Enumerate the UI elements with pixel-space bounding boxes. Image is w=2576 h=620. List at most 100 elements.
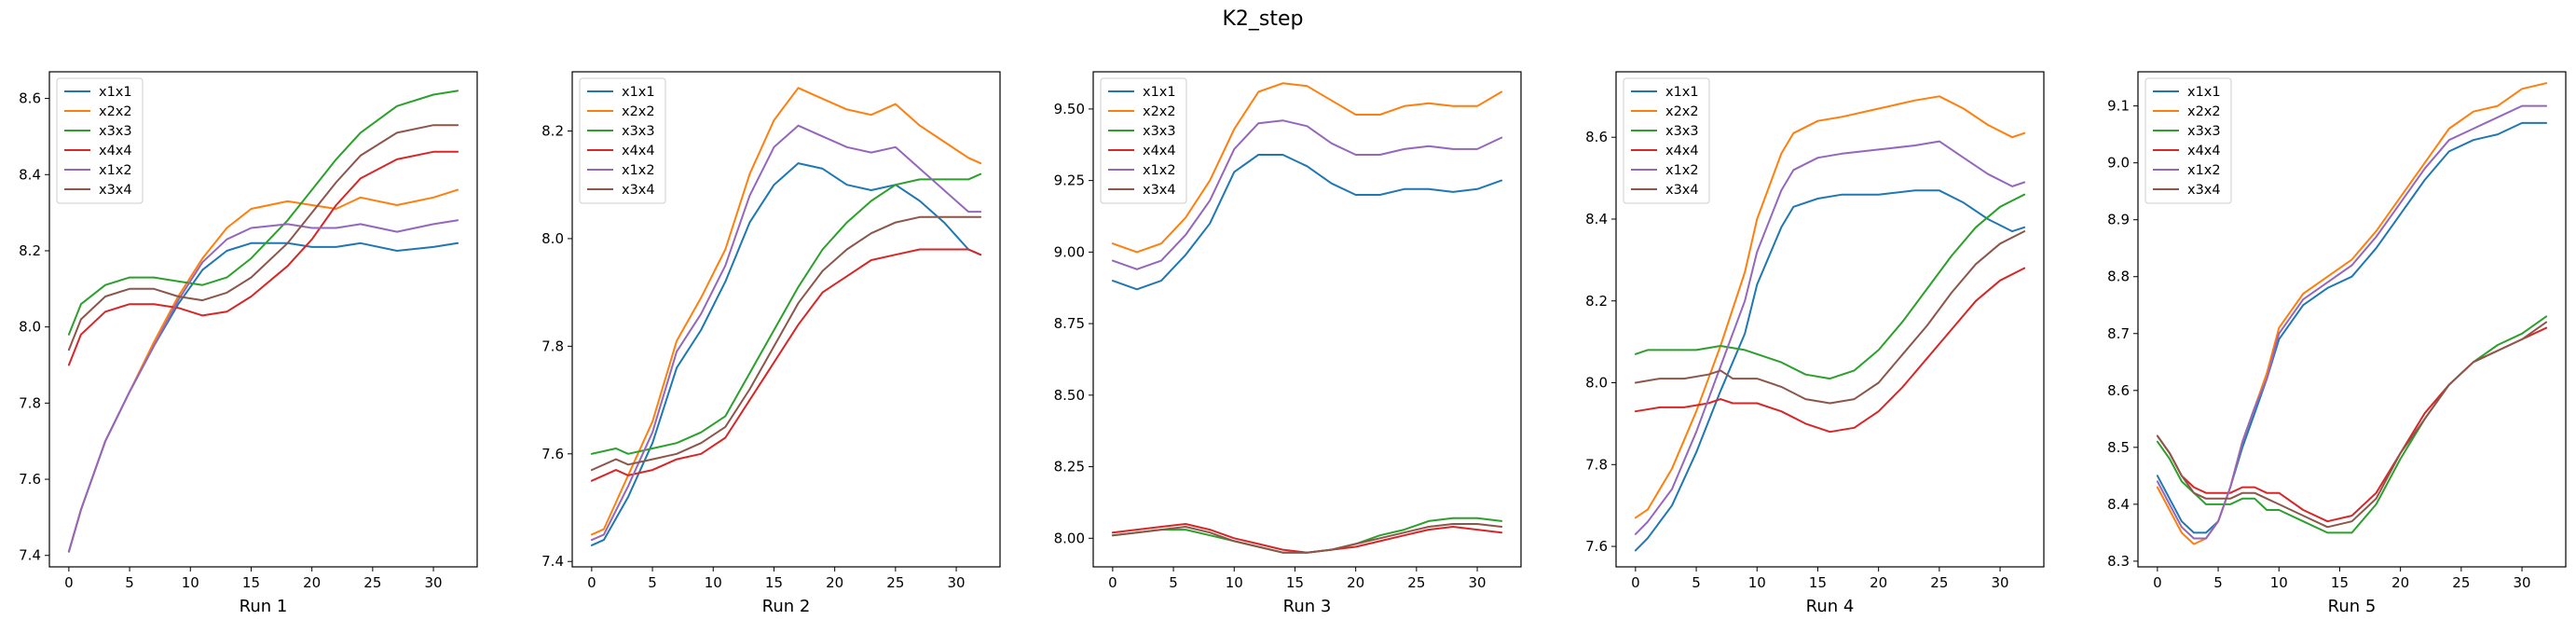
legend-item: x2x2 (1631, 104, 1699, 119)
legend-item: x1x1 (1108, 85, 1176, 100)
series-line-x4x4 (1634, 267, 2026, 434)
legend-item: x1x2 (2153, 163, 2221, 178)
series-line-x1x2 (2156, 104, 2548, 540)
legend-item: x3x3 (64, 124, 132, 139)
legend-item: x4x4 (587, 144, 655, 158)
y-tick-label: 8.0 (19, 319, 41, 336)
legend-item: x1x1 (2153, 85, 2221, 100)
y-tick-label: 9.1 (2107, 98, 2130, 115)
legend-label: x3x3 (99, 124, 132, 139)
legend-label: x2x2 (1143, 104, 1176, 119)
series-line-x3x3 (1634, 193, 2026, 380)
legend-item: x4x4 (1631, 144, 1699, 158)
legend: x1x1 x2x2 x3x3 x4x4 x1x2 x3x4 (2144, 77, 2232, 204)
x-tick-label: 25 (886, 574, 904, 591)
y-tick-label: 9.00 (1054, 243, 1085, 260)
x-tick-label: 15 (765, 574, 783, 591)
series-line-x1x2 (67, 219, 459, 553)
series-line-x1x2 (590, 124, 982, 542)
y-tick-label: 8.2 (19, 242, 41, 259)
x-tick-label: 10 (1748, 574, 1766, 591)
x-tick-label: 0 (1631, 574, 1640, 591)
x-tick-label: 20 (2391, 574, 2409, 591)
legend-item: x1x1 (64, 85, 132, 100)
y-tick-label: 8.50 (1054, 387, 1085, 404)
y-tick-label: 8.4 (19, 166, 41, 183)
x-tick-label: 15 (242, 574, 260, 591)
series-line-x3x3 (590, 172, 982, 455)
legend-label: x3x3 (2187, 124, 2221, 139)
legend-item: x1x2 (64, 163, 132, 178)
legend-label: x2x2 (622, 104, 655, 119)
y-tick-label: 7.6 (19, 471, 41, 488)
y-tick-label: 8.9 (2107, 212, 2130, 228)
legend-box (579, 77, 666, 204)
legend-label: x3x4 (622, 183, 655, 198)
legend-item: x4x4 (64, 144, 132, 158)
series-line-x1x1 (590, 162, 982, 546)
legend-item: x2x2 (2153, 104, 2221, 119)
panel-2: 0 5 10 15 20 25 30 7.4 7.6 7.8 8.0 8.2 Run 2 x1x1 x2x2… (541, 71, 1001, 616)
x-tick-label: 25 (1407, 574, 1425, 591)
y-tick-label: 8.75 (1054, 315, 1085, 332)
legend-label: x3x4 (99, 183, 132, 198)
y-tick-label: 7.4 (19, 547, 41, 564)
x-tick-label: 10 (1226, 574, 1243, 591)
legend-item: x4x4 (2153, 144, 2221, 158)
y-tick-label: 8.4 (1585, 211, 1608, 227)
legend-label: x2x2 (99, 104, 132, 119)
legend-label: x1x2 (1665, 163, 1699, 178)
series-line-x3x4 (1634, 230, 2026, 405)
y-tick-label: 7.6 (541, 446, 564, 462)
legend-label: x3x3 (1143, 124, 1176, 139)
y-tick-label: 8.7 (2107, 325, 2130, 342)
legend-label: x3x4 (1665, 183, 1699, 198)
legend-item: x4x4 (1108, 144, 1176, 158)
series-line-x2x2 (590, 87, 982, 536)
y-tick-label: 8.6 (1585, 129, 1608, 145)
series-line-x3x3 (67, 90, 459, 336)
x-axis-label: Run 4 (1806, 597, 1855, 616)
y-tick-label: 8.5 (2107, 439, 2130, 456)
x-tick-label: 0 (1108, 574, 1117, 591)
x-tick-label: 30 (1992, 574, 2009, 591)
x-axis-label: Run 1 (240, 597, 288, 616)
legend-label: x4x4 (1143, 144, 1176, 158)
legend-item: x3x3 (2153, 124, 2221, 139)
legend-item: x2x2 (1108, 104, 1176, 119)
legend-item: x1x1 (587, 85, 655, 100)
series-line-x4x4 (590, 248, 982, 482)
legend-label: x1x2 (622, 163, 655, 178)
x-tick-label: 10 (705, 574, 722, 591)
series-line-x2x2 (1111, 82, 1503, 254)
legend-item: x1x2 (1631, 163, 1699, 178)
x-tick-label: 20 (303, 574, 321, 591)
x-tick-label: 10 (2270, 574, 2288, 591)
legend-label: x4x4 (2187, 144, 2221, 158)
series-line-x3x4 (590, 215, 982, 472)
series-line-x2x2 (2156, 82, 2548, 545)
legend-label: x1x1 (622, 85, 655, 100)
y-tick-label: 7.6 (1585, 538, 1608, 555)
x-tick-label: 5 (2213, 574, 2223, 591)
legend-label: x2x2 (2187, 104, 2221, 119)
legend-label: x3x4 (1143, 183, 1176, 198)
legend-label: x4x4 (99, 144, 132, 158)
y-tick-label: 7.8 (19, 394, 41, 411)
y-tick-label: 8.25 (1054, 459, 1085, 475)
legend-item: x3x4 (64, 183, 132, 198)
legend-item: x1x2 (587, 163, 655, 178)
legend: x1x1 x2x2 x3x3 x4x4 x1x2 x3x4 (579, 77, 666, 204)
y-tick-label: 8.2 (1585, 293, 1608, 310)
legend-box (56, 77, 144, 204)
y-tick-label: 7.8 (541, 338, 564, 354)
x-tick-label: 0 (2153, 574, 2162, 591)
series-line-x3x4 (67, 124, 459, 351)
legend-label: x1x2 (1143, 163, 1176, 178)
legend-item: x3x4 (1631, 183, 1699, 198)
legend: x1x1 x2x2 x3x3 x4x4 x1x2 x3x4 (1623, 77, 1710, 204)
series-line-x1x2 (1111, 119, 1503, 270)
x-tick-label: 5 (648, 574, 657, 591)
